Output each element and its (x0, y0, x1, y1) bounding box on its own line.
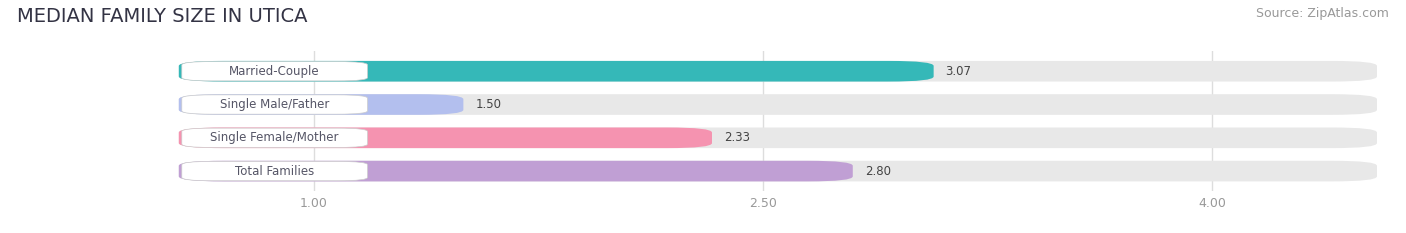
FancyBboxPatch shape (179, 161, 1376, 182)
FancyBboxPatch shape (181, 161, 367, 181)
Text: MEDIAN FAMILY SIZE IN UTICA: MEDIAN FAMILY SIZE IN UTICA (17, 7, 308, 26)
Text: 2.33: 2.33 (724, 131, 749, 144)
Text: Married-Couple: Married-Couple (229, 65, 321, 78)
Text: Total Families: Total Families (235, 164, 315, 178)
Text: 1.50: 1.50 (475, 98, 502, 111)
FancyBboxPatch shape (179, 61, 934, 82)
FancyBboxPatch shape (179, 161, 853, 182)
FancyBboxPatch shape (179, 94, 464, 115)
Text: 3.07: 3.07 (946, 65, 972, 78)
FancyBboxPatch shape (181, 95, 367, 114)
Text: Source: ZipAtlas.com: Source: ZipAtlas.com (1256, 7, 1389, 20)
FancyBboxPatch shape (181, 128, 367, 147)
FancyBboxPatch shape (179, 94, 1376, 115)
Text: Single Female/Mother: Single Female/Mother (211, 131, 339, 144)
Text: Single Male/Father: Single Male/Father (219, 98, 329, 111)
FancyBboxPatch shape (179, 127, 1376, 148)
Text: 2.80: 2.80 (865, 164, 891, 178)
FancyBboxPatch shape (179, 61, 1376, 82)
FancyBboxPatch shape (181, 62, 367, 81)
FancyBboxPatch shape (179, 127, 711, 148)
